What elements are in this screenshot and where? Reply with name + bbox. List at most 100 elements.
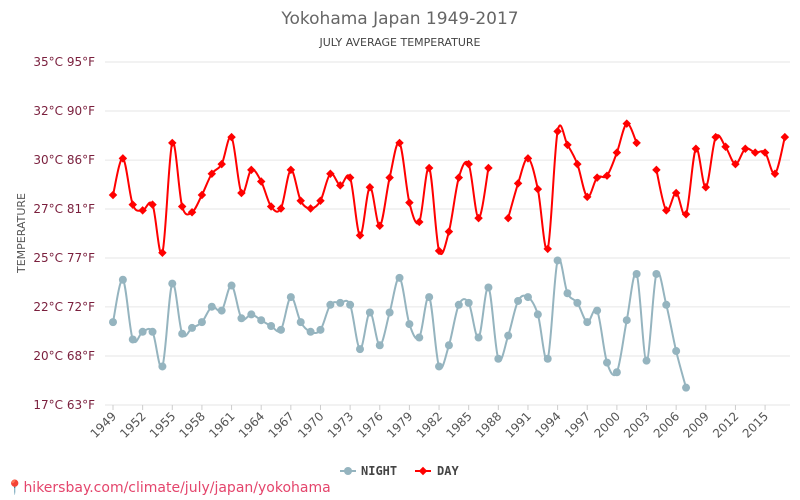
data-point[interactable]: [168, 138, 177, 148]
data-point[interactable]: [256, 177, 266, 186]
data-point[interactable]: [197, 190, 207, 200]
data-point[interactable]: [138, 206, 147, 215]
data-point[interactable]: [306, 204, 315, 213]
data-point[interactable]: [780, 132, 790, 142]
data-point[interactable]: [612, 148, 622, 157]
data-point[interactable]: [197, 318, 206, 327]
data-point[interactable]: [296, 196, 305, 205]
data-point[interactable]: [395, 273, 404, 282]
data-point[interactable]: [326, 169, 335, 179]
data-point[interactable]: [415, 217, 424, 227]
data-point[interactable]: [336, 298, 345, 307]
data-point[interactable]: [612, 368, 621, 377]
data-point[interactable]: [573, 159, 582, 169]
data-point[interactable]: [652, 269, 661, 278]
data-point[interactable]: [128, 200, 138, 209]
data-point[interactable]: [672, 347, 681, 356]
data-point[interactable]: [217, 306, 226, 315]
data-point[interactable]: [563, 140, 572, 150]
data-point[interactable]: [682, 383, 691, 392]
data-point[interactable]: [356, 345, 364, 354]
data-point[interactable]: [701, 183, 711, 192]
data-point[interactable]: [207, 302, 216, 311]
data-point[interactable]: [227, 281, 236, 290]
data-point[interactable]: [464, 298, 473, 307]
data-point[interactable]: [316, 196, 325, 205]
legend-item-night[interactable]: NIGHT: [340, 464, 397, 478]
data-point[interactable]: [158, 248, 167, 258]
data-point[interactable]: [276, 204, 286, 213]
data-point[interactable]: [632, 269, 641, 278]
data-point[interactable]: [375, 341, 384, 350]
data-point[interactable]: [583, 318, 592, 327]
data-point[interactable]: [424, 163, 434, 173]
data-point[interactable]: [484, 163, 493, 173]
data-point[interactable]: [513, 179, 523, 188]
data-point[interactable]: [267, 321, 276, 330]
data-point[interactable]: [148, 200, 157, 209]
data-point[interactable]: [622, 316, 631, 325]
data-point[interactable]: [553, 256, 562, 265]
data-point[interactable]: [286, 293, 295, 302]
data-point[interactable]: [385, 173, 394, 182]
data-point[interactable]: [750, 148, 760, 157]
data-point[interactable]: [474, 333, 483, 342]
data-point[interactable]: [128, 335, 137, 344]
data-point[interactable]: [592, 173, 602, 182]
data-point[interactable]: [227, 132, 236, 142]
data-point[interactable]: [573, 298, 582, 307]
data-point[interactable]: [355, 231, 365, 240]
data-point[interactable]: [385, 308, 394, 317]
data-point[interactable]: [296, 318, 305, 327]
data-point[interactable]: [514, 296, 523, 305]
data-point[interactable]: [326, 300, 335, 309]
data-point[interactable]: [454, 300, 463, 309]
data-point[interactable]: [118, 154, 128, 163]
data-point[interactable]: [345, 173, 355, 182]
data-point[interactable]: [335, 181, 345, 190]
data-point[interactable]: [474, 213, 483, 223]
data-point[interactable]: [158, 362, 167, 371]
data-point[interactable]: [177, 202, 187, 211]
data-point[interactable]: [266, 202, 276, 211]
data-point[interactable]: [444, 227, 454, 236]
data-point[interactable]: [444, 341, 453, 350]
data-point[interactable]: [405, 198, 414, 207]
data-point[interactable]: [494, 354, 503, 363]
data-point[interactable]: [435, 362, 444, 371]
data-point[interactable]: [188, 323, 197, 332]
data-point[interactable]: [395, 138, 404, 148]
data-point[interactable]: [504, 331, 513, 340]
legend-item-day[interactable]: DAY: [415, 464, 459, 478]
data-point[interactable]: [603, 358, 611, 367]
footer-link[interactable]: 📍hikersbay.com/climate/july/japan/yokoha…: [6, 480, 331, 496]
data-point[interactable]: [316, 325, 325, 334]
data-point[interactable]: [108, 190, 118, 200]
data-point[interactable]: [187, 208, 197, 217]
data-point[interactable]: [523, 293, 532, 302]
data-point[interactable]: [415, 333, 424, 342]
data-point[interactable]: [375, 221, 385, 231]
data-point[interactable]: [346, 300, 355, 309]
data-point[interactable]: [237, 188, 246, 198]
data-point[interactable]: [138, 327, 147, 336]
data-point[interactable]: [711, 132, 720, 142]
data-point[interactable]: [365, 308, 374, 317]
data-point[interactable]: [365, 183, 375, 192]
data-point[interactable]: [306, 327, 315, 336]
data-point[interactable]: [257, 316, 266, 325]
data-point[interactable]: [503, 213, 513, 223]
data-point[interactable]: [632, 138, 641, 148]
data-point[interactable]: [533, 310, 542, 319]
data-point[interactable]: [543, 354, 552, 363]
data-point[interactable]: [602, 171, 612, 180]
data-point[interactable]: [760, 148, 770, 157]
data-point[interactable]: [484, 283, 493, 292]
data-point[interactable]: [434, 246, 444, 256]
data-point[interactable]: [217, 159, 226, 169]
data-point[interactable]: [454, 173, 464, 182]
data-point[interactable]: [247, 310, 256, 319]
data-point[interactable]: [533, 184, 543, 194]
data-point[interactable]: [593, 306, 602, 315]
data-point[interactable]: [405, 320, 414, 329]
